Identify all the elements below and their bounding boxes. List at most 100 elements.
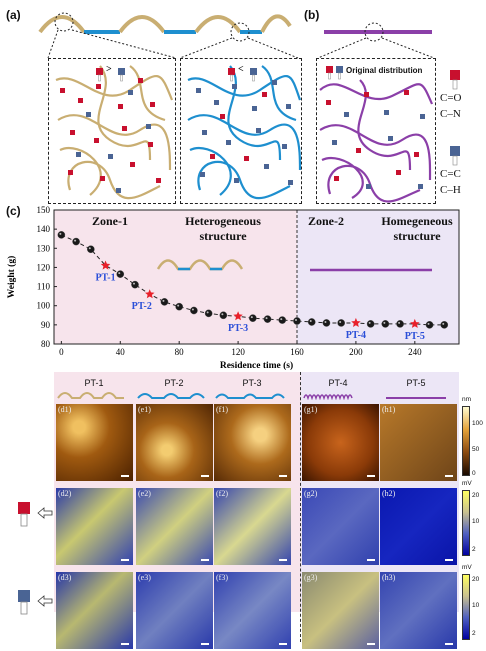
tile-label: (e2)	[138, 489, 151, 498]
star-point	[351, 317, 361, 327]
image-tile: (f2)	[214, 488, 291, 565]
scale-bar	[279, 643, 287, 645]
data-point	[204, 309, 213, 318]
zoom-circle	[54, 12, 74, 32]
data-point-highlight	[324, 320, 327, 323]
data-point-highlight	[339, 320, 342, 323]
data-point	[160, 298, 169, 306]
col-pt2: PT-2	[164, 378, 184, 388]
data-point-highlight	[250, 316, 253, 319]
legend-cn: C–N	[440, 108, 461, 120]
data-point-highlight	[265, 317, 268, 320]
y-tick-label: 120	[37, 262, 51, 272]
schematic-diagram	[38, 12, 460, 203]
scale-bar	[121, 475, 129, 477]
data-point	[175, 302, 183, 311]
wrinkle-wave	[260, 14, 292, 33]
scale-bar	[201, 643, 209, 645]
legend-blue-group: C=C C–H	[440, 166, 461, 198]
data-point	[278, 316, 287, 324]
image-tile: (g1)	[302, 404, 379, 481]
data-point	[293, 317, 301, 325]
star-point	[145, 289, 155, 299]
data-point	[263, 315, 272, 323]
data-point-highlight	[221, 313, 224, 316]
image-tile: (h3)	[380, 572, 457, 649]
data-point-highlight	[191, 308, 194, 311]
data-point-highlight	[177, 304, 180, 307]
image-tile: (g3)	[302, 572, 379, 649]
data-point	[440, 321, 449, 329]
tile-label: (f3)	[216, 573, 228, 582]
tile-label: (e1)	[138, 405, 151, 414]
hetero-label: Heterogeneous structure	[185, 214, 261, 243]
tile-label: (f1)	[216, 405, 228, 414]
scale-bar	[445, 559, 453, 561]
y-axis-label: Weight (g)	[6, 256, 17, 298]
colorbar-mv-1	[462, 490, 470, 556]
col-pt3: PT-3	[242, 378, 262, 388]
legend-cc: C=C	[440, 168, 461, 180]
scale-bar	[201, 559, 209, 561]
data-point-highlight	[309, 319, 312, 322]
zoom-circle	[364, 22, 384, 42]
zoom-circle	[230, 22, 250, 42]
zone2-label: Zone-2	[308, 214, 344, 228]
image-tile: (e1)	[136, 404, 213, 481]
scale-bar	[279, 475, 287, 477]
y-tick-label: 130	[37, 243, 51, 253]
star-label: PT-3	[228, 323, 248, 334]
image-tile: (e2)	[136, 488, 213, 565]
data-point-highlight	[162, 299, 165, 302]
data-point-highlight	[368, 321, 371, 324]
trend-line	[61, 234, 445, 326]
data-point-highlight	[133, 282, 135, 285]
data-point	[322, 319, 331, 327]
col-pt5: PT-5	[406, 378, 426, 388]
legend-red-group: C=O C–N	[440, 90, 461, 122]
x-tick-label: 200	[349, 347, 363, 357]
star-label: PT-1	[95, 273, 115, 284]
inset-wave	[156, 259, 244, 271]
blue-group-row-icon	[18, 590, 53, 615]
y-tick-label: 90	[41, 320, 51, 330]
x-axis-label: Residence time (s)	[220, 360, 293, 371]
tile-label: (h2)	[382, 489, 396, 498]
tile-label: (e3)	[138, 573, 151, 582]
scale-bar	[367, 643, 375, 645]
image-tile: (d1)	[56, 404, 133, 481]
star-point	[100, 260, 111, 270]
zoom-box-original	[316, 58, 436, 204]
scale-bar	[279, 559, 287, 561]
data-point	[131, 280, 139, 289]
data-point-highlight	[383, 321, 386, 324]
y-tick-label: 140	[37, 224, 51, 234]
star-point	[410, 318, 420, 328]
panel-label-a: (a)	[6, 8, 21, 22]
x-tick-label: 0	[59, 347, 64, 357]
wrinkle-wave	[38, 15, 86, 34]
polymer-chains-tan	[55, 65, 174, 200]
data-point-highlight	[88, 247, 91, 250]
zone-divider-grid	[300, 372, 301, 642]
zoom-box-middle	[180, 58, 302, 204]
scale-bar	[367, 475, 375, 477]
star-point	[233, 311, 243, 321]
scale-bar	[201, 475, 209, 477]
image-tile: (d2)	[56, 488, 133, 565]
data-point-highlight	[59, 232, 62, 235]
image-tile: (f1)	[214, 404, 291, 481]
functional-groups-box2	[196, 80, 293, 185]
tile-label: (d1)	[58, 405, 72, 414]
data-point-highlight	[295, 319, 297, 322]
data-point-highlight	[442, 322, 445, 325]
data-point	[116, 270, 125, 278]
y-tick-label: 80	[41, 339, 51, 349]
data-point	[396, 320, 404, 328]
x-tick-label: 160	[290, 347, 304, 357]
col-pt1: PT-1	[84, 378, 104, 388]
col-pt4: PT-4	[328, 378, 348, 388]
colorbar-height-unit: nm	[462, 396, 472, 403]
weight-chart: 80 90 100 110 120 130 140 150 0 40 80 120 160 200 240 R…	[6, 206, 460, 371]
image-tile: (h2)	[380, 488, 457, 565]
